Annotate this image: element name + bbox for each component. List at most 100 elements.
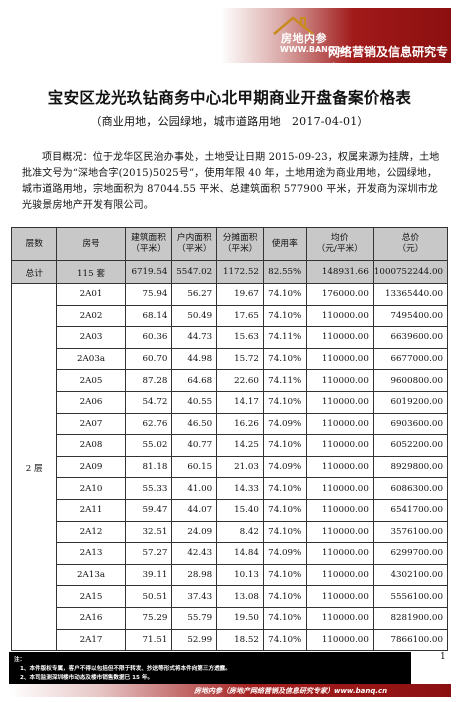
usage-rate: 74.10%: [262, 477, 307, 500]
total-price: 6677000.00: [372, 347, 449, 371]
avg-price: 176000.00: [305, 283, 374, 306]
room-number: 2A12: [56, 520, 126, 544]
usage-rate: 74.10%: [262, 585, 307, 608]
column-header: 分摊面积 （平米）: [216, 227, 264, 261]
usage-rate: 74.10%: [262, 606, 307, 630]
usage-rate: 74.10%: [262, 283, 307, 306]
table-row: 2A09 81.18 60.15 21.03 74.09% 110000.00 892980…: [12, 455, 449, 479]
shared-area: 8.42: [216, 520, 264, 544]
avg-price: 110000.00: [305, 304, 374, 328]
room-number: 2A03: [56, 326, 126, 349]
total-price: 7866100.00: [372, 628, 449, 652]
room-number: 2A07: [56, 412, 126, 436]
table-row: 2A10 55.33 41.00 14.33 74.10% 110000.00 608630…: [12, 477, 449, 500]
total-price: 7495400.00: [372, 304, 449, 328]
total-price: 8281900.00: [372, 606, 449, 630]
table-row: 2A02 68.14 50.49 17.65 74.10% 110000.00 749540…: [12, 304, 449, 328]
build-area: 60.36: [124, 326, 173, 349]
inner-area: 44.07: [171, 498, 218, 522]
total-price: 6639600.00: [372, 326, 449, 349]
total-rate: 82.55%: [262, 260, 307, 284]
avg-price: 110000.00: [305, 326, 374, 349]
build-area: 39.11: [124, 563, 173, 587]
total-price: 6019200.00: [372, 390, 449, 414]
brand-slogan: 网络营销及信息研究专家: [328, 45, 449, 76]
usage-rate: 74.09%: [262, 542, 307, 565]
page-title: 宝安区龙光玖钻商务中心北甲期商业开盘备案价格表: [47, 89, 412, 107]
build-area: 81.18: [124, 455, 173, 479]
table-row: 2A03a 60.70 44.98 15.72 74.10% 110000.00 66770…: [12, 347, 449, 371]
avg-price: 110000.00: [305, 520, 374, 544]
shared-area: 14.84: [216, 542, 264, 565]
shared-area: 13.08: [216, 585, 264, 608]
table-row: 2A13 57.27 42.43 14.84 74.09% 110000.00 629970…: [12, 542, 449, 565]
build-area: 75.29: [124, 606, 173, 630]
page-subtitle: （商业用地，公园绿地，城市道路用地 2017-04-01）: [90, 115, 369, 128]
total-avg-price: 148931.66: [305, 260, 374, 284]
inner-area: 44.73: [171, 326, 218, 349]
inner-area: 56.27: [171, 283, 218, 306]
total-price: 6903600.00: [372, 412, 449, 436]
usage-rate: 74.09%: [262, 455, 307, 479]
page-number: 1: [440, 652, 446, 662]
shared-area: 16.26: [216, 412, 264, 436]
build-area: 60.70: [124, 347, 173, 371]
inner-area: 40.77: [171, 434, 218, 457]
total-row: 总计 115 套 6719.54 5547.02 1172.52 82.55% 148931…: [10, 260, 449, 284]
total-price: 3576100.00: [372, 520, 449, 544]
project-overview: 项目概况：位于龙华区民治办事处，土地受让日期 2015-09-23，权属来源为挂…: [22, 152, 440, 211]
avg-price: 110000.00: [305, 390, 374, 414]
inner-area: 37.43: [171, 585, 218, 608]
column-header: 使用率: [262, 227, 307, 261]
room-number: 2A02: [56, 304, 126, 328]
shared-area: 21.03: [216, 455, 264, 479]
column-header: 层数: [10, 227, 58, 261]
usage-rate: 74.10%: [262, 498, 307, 522]
table-row: 2 层 2A01 75.94 56.27 19.67 74.10% 176000.00 133…: [10, 282, 449, 652]
column-header: 房号: [56, 227, 126, 261]
build-area: 54.72: [124, 390, 173, 414]
inner-area: 42.43: [171, 542, 218, 565]
avg-price: 110000.00: [305, 347, 374, 371]
column-header: 建筑面积 （平米）: [124, 227, 173, 261]
room-number: 2A16: [56, 606, 126, 630]
inner-area: 41.00: [171, 477, 218, 500]
build-area: 57.27: [124, 542, 173, 565]
build-area: 50.51: [124, 585, 173, 608]
build-area: 75.94: [124, 283, 173, 306]
avg-price: 110000.00: [305, 369, 374, 392]
column-header: 均价 （元/平米）: [305, 227, 374, 261]
room-number: 2A08: [56, 434, 126, 457]
house-logo-icon: [271, 14, 316, 54]
room-number: 2A17: [56, 628, 126, 652]
room-number: 2A13: [56, 542, 126, 565]
total-price: 5556100.00: [372, 585, 449, 608]
avg-price: 110000.00: [305, 606, 374, 630]
total-price: 6299700.00: [372, 542, 449, 565]
shared-area: 19.67: [216, 283, 264, 306]
usage-rate: 74.10%: [262, 347, 307, 371]
room-number: 2A01: [56, 283, 126, 306]
table-row: 2A16 75.29 55.79 19.50 74.10% 110000.00 828190…: [12, 606, 449, 630]
brand-url: WWW.BANQ.cn: [280, 45, 349, 54]
usage-rate: 74.10%: [262, 390, 307, 414]
price-table: 层数 房号 建筑面积 （平米） 户内面积 （平米） 分摊面积 （平米） 使用率 均价 （元/平米）总…: [10, 227, 449, 652]
total-label: 总计: [10, 260, 58, 284]
total-price: 6052200.00: [372, 434, 449, 457]
usage-rate: 74.10%: [262, 563, 307, 587]
total-build-area: 6719.54: [124, 260, 173, 284]
avg-price: 110000.00: [305, 455, 374, 479]
floor-label: 2 层: [10, 282, 58, 652]
usage-rate: 74.10%: [262, 434, 307, 457]
footer-bar: 房地内参（房地产网络营销及信息研究专家）www.banq.cn: [9, 684, 451, 697]
room-number: 2A06: [56, 390, 126, 414]
avg-price: 110000.00: [305, 542, 374, 565]
shared-area: 22.60: [216, 369, 264, 392]
table-row: 2A07 62.76 46.50 16.26 74.09% 110000.00 690360…: [12, 412, 449, 436]
shared-area: 15.40: [216, 498, 264, 522]
inner-area: 55.79: [171, 606, 218, 630]
footer-brand-text: 房地内参（房地产网络营销及信息研究专家）www.banq.cn: [194, 687, 388, 695]
header-banner: 房地内参 WWW.BANQ.cn 网络营销及信息研究专家: [8, 8, 451, 76]
inner-area: 50.49: [171, 304, 218, 328]
shared-area: 18.52: [216, 628, 264, 652]
